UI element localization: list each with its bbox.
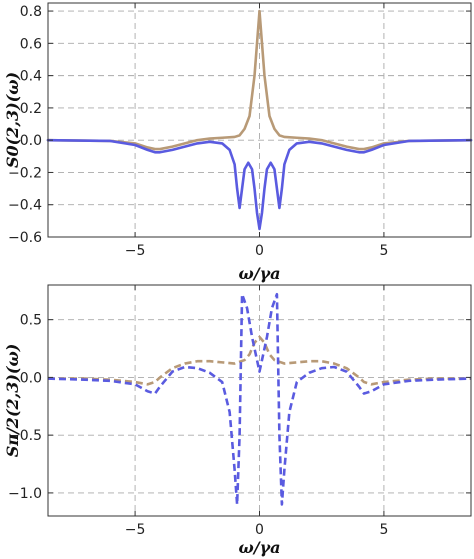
top-chart-y-axis-label: S0(2,3)(ω): [3, 72, 22, 168]
bottom-chart-y-tick-label: −1.0: [8, 486, 42, 502]
top-chart-ticks: −5 0 5 −0.6 −0.4 −0.2 0.0 0.2 0.4 0.6 0.8: [8, 3, 471, 259]
bottom-chart-x-tick-label: 0: [255, 522, 264, 538]
bottom-chart-x-tick-label: 5: [379, 522, 388, 538]
top-chart-x-tick-label: 0: [255, 243, 264, 259]
top-chart-y-tick-label: 0.6: [20, 36, 42, 52]
bottom-chart-y-tick-label: 0.5: [20, 313, 42, 329]
bottom-chart-ticks: −5 0 5 −1.0 −0.5 0.0 0.5: [8, 285, 471, 538]
top-chart-grid: [48, 3, 471, 238]
top-chart-y-tick-label: 0.0: [20, 133, 42, 149]
top-chart-x-axis-label: ω/γa: [238, 264, 280, 283]
top-chart-y-tick-label: 0.8: [20, 4, 42, 20]
bottom-chart-grid: [48, 285, 471, 516]
top-chart-y-tick-label: 0.2: [20, 101, 42, 117]
bottom-chart-x-axis-label: ω/γa: [238, 538, 280, 557]
bottom-chart-x-tick-label: −5: [125, 522, 146, 538]
top-chart: −5 0 5 −0.6 −0.4 −0.2 0.0 0.2 0.4 0.6 0.8 ω/γa S0(…: [3, 2, 473, 283]
bottom-chart-y-tick-label: 0.0: [20, 370, 42, 386]
top-chart-y-tick-label: −0.6: [8, 230, 42, 246]
bottom-chart-series-1-line: [48, 335, 471, 386]
top-chart-y-tick-label: 0.4: [20, 69, 42, 85]
bottom-chart-y-axis-label: Sπ/2(2,3)(ω): [3, 344, 22, 458]
top-chart-y-tick-label: −0.4: [8, 198, 42, 214]
bottom-chart-series-2-line: [47, 292, 472, 506]
bottom-chart: −5 0 5 −1.0 −0.5 0.0 0.5 ω/γa Sπ/2(2,3)(ω): [3, 284, 472, 557]
top-chart-y-tick-label: −0.2: [8, 165, 42, 181]
top-chart-series-1-line: [46, 9, 473, 151]
top-chart-series-2-line: [46, 138, 473, 231]
bottom-chart-series: [47, 292, 472, 506]
top-chart-series: [46, 9, 473, 231]
bottom-chart-y-tick-label: −0.5: [8, 428, 42, 444]
top-chart-x-tick-label: 5: [379, 243, 388, 259]
top-chart-x-tick-label: −5: [125, 243, 146, 259]
